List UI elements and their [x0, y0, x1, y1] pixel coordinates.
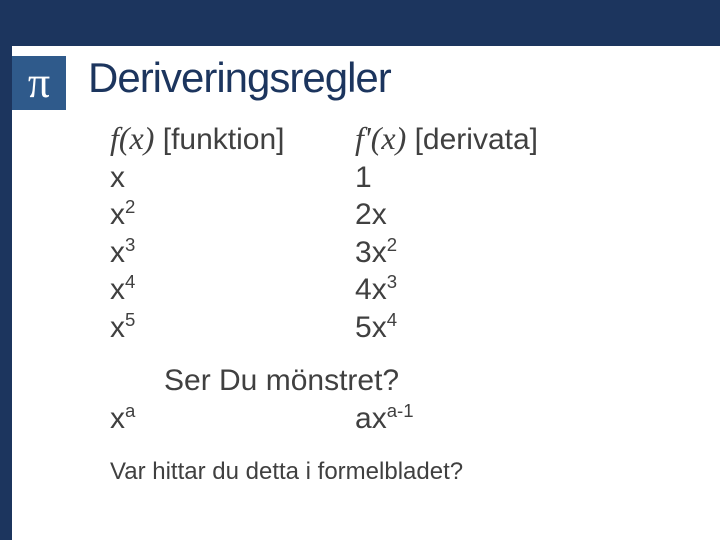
cell-func: x2 [110, 196, 355, 234]
d-pre: a [355, 402, 372, 435]
content: f(x) [funktion] f'(x) [derivata] x 1 x2 … [110, 118, 670, 486]
f-exp: 4 [125, 271, 135, 292]
header-derivative: f'(x) [derivata] [355, 118, 538, 159]
d-exp: 2 [387, 234, 397, 255]
top-bar [0, 0, 720, 46]
cell-func-general: xa [110, 400, 355, 438]
cell-func: x4 [110, 271, 355, 309]
cell-deriv: 4x3 [355, 271, 397, 309]
f-base: x [110, 198, 125, 231]
f-base: x [110, 311, 125, 344]
slide: π Deriveringsregler f(x) [funktion] f'(x… [0, 0, 720, 540]
cell-func: x [110, 159, 355, 197]
cell-deriv: 1 [355, 159, 372, 197]
header-function: f(x) [funktion] [110, 118, 355, 159]
d-pre: 5 [355, 311, 372, 344]
table-header-row: f(x) [funktion] f'(x) [derivata] [110, 118, 670, 159]
table-row: x3 3x2 [110, 234, 670, 272]
f-base: x [110, 402, 125, 435]
f-exp: 2 [125, 196, 135, 217]
d-pre: 1 [355, 161, 372, 194]
cell-func: x3 [110, 234, 355, 272]
pattern-section: Ser Du mönstret? xa axa-1 [110, 364, 670, 438]
left-strip [0, 0, 12, 540]
cell-deriv: 3x2 [355, 234, 397, 272]
fprime-symbol: f'(x) [355, 120, 406, 156]
cell-deriv: 5x4 [355, 309, 397, 347]
f-base: x [110, 161, 125, 194]
table-row: x 1 [110, 159, 670, 197]
f-base: x [110, 273, 125, 306]
table-row: x4 4x3 [110, 271, 670, 309]
fx-label: [funktion] [154, 123, 284, 156]
d-exp: a-1 [387, 400, 414, 421]
page-title: Deriveringsregler [88, 54, 391, 102]
fx-symbol: f(x) [110, 120, 154, 156]
general-row: xa axa-1 [110, 400, 670, 438]
d-base: x [372, 198, 387, 231]
d-pre: 3 [355, 236, 372, 269]
d-base: x [372, 273, 387, 306]
pattern-question: Ser Du mönstret? [164, 364, 670, 398]
f-base: x [110, 236, 125, 269]
d-base: x [372, 236, 387, 269]
table-row: x2 2x [110, 196, 670, 234]
f-exp: a [125, 400, 135, 421]
pi-box: π [12, 56, 66, 110]
d-exp: 4 [387, 309, 397, 330]
footer-question: Var hittar du detta i formelbladet? [110, 458, 670, 486]
d-base: x [372, 402, 387, 435]
cell-deriv-general: axa-1 [355, 400, 414, 438]
fprime-label: [derivata] [406, 123, 538, 156]
cell-func: x5 [110, 309, 355, 347]
d-pre: 4 [355, 273, 372, 306]
cell-deriv: 2x [355, 196, 387, 234]
d-base: x [372, 311, 387, 344]
f-exp: 3 [125, 234, 135, 255]
f-exp: 5 [125, 309, 135, 330]
d-pre: 2 [355, 198, 372, 231]
table-row: x5 5x4 [110, 309, 670, 347]
pi-icon: π [28, 61, 50, 105]
d-exp: 3 [387, 271, 397, 292]
